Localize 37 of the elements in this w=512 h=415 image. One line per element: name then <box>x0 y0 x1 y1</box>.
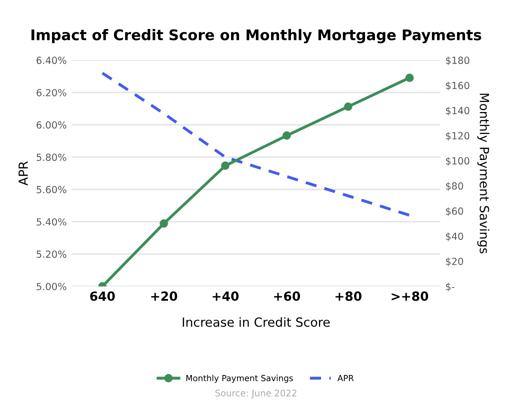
y-tick-label: 6.00% <box>36 121 66 129</box>
y2-tick-label: $140 <box>446 106 470 116</box>
line-series <box>101 72 411 217</box>
point <box>221 162 230 170</box>
y-tick-label: 5.80% <box>36 154 66 161</box>
y2-tick-label: $80 <box>446 182 464 191</box>
point <box>282 131 291 140</box>
y-tick-label: 6.40% <box>36 56 66 64</box>
y-tick-label: 5.40% <box>36 218 66 226</box>
x-tick-label: +40 <box>212 291 239 301</box>
source-note: Source: June 2022 <box>215 390 296 398</box>
x-tick-label: >+80 <box>392 291 428 301</box>
y-tick-label: 5.60% <box>36 186 66 194</box>
legend-label: Monthly Payment Savings <box>186 374 293 383</box>
x-tick-label: 640 <box>90 291 115 301</box>
y-axis-title: APR <box>18 161 28 186</box>
x-axis-title: Increase in Credit Score <box>182 317 330 327</box>
y2-tick-label: $120 <box>446 132 470 141</box>
y2-tick-label: $160 <box>446 82 470 90</box>
y2-axis-title: Monthly Payment Savings <box>477 94 490 254</box>
point <box>344 102 352 111</box>
y2-tick-label: $40 <box>446 232 464 242</box>
point <box>405 74 414 82</box>
y2-tick-label: $20 <box>446 258 464 266</box>
y-tick-label: 5.20% <box>36 250 66 258</box>
x-tick-label: +80 <box>336 291 362 301</box>
legend-label: APR <box>337 375 354 382</box>
y-tick-label: 5.00% <box>36 282 66 290</box>
y-tick-label: 6.20% <box>36 88 66 96</box>
point <box>160 219 168 228</box>
y2-tick-label: $60 <box>446 207 464 216</box>
y2-tick-label: $180 <box>446 56 470 66</box>
x-tick-label: +60 <box>274 291 300 301</box>
x-tick-label: +20 <box>151 291 178 301</box>
y2-tick-label: $- <box>446 282 454 292</box>
chart-title: Impact of Credit Score on Monthly Mortgage Payments <box>32 29 482 44</box>
y2-tick-label: $100 <box>446 157 470 166</box>
